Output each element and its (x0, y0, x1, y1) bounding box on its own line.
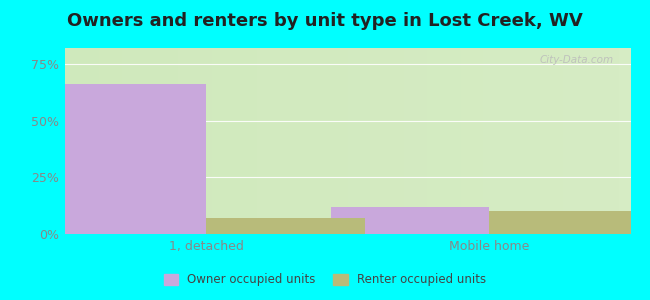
Bar (450, 48, 461, 234)
Bar (246, 48, 257, 234)
Bar (302, 48, 314, 234)
Bar (506, 48, 517, 234)
Bar (489, 211, 647, 234)
Bar (178, 48, 189, 234)
Bar (65, 48, 76, 234)
Bar (382, 48, 393, 234)
Bar (337, 48, 348, 234)
Text: City-Data.com: City-Data.com (540, 56, 614, 65)
Bar (540, 48, 551, 234)
Bar (144, 48, 155, 234)
Bar (314, 48, 325, 234)
Bar (212, 48, 224, 234)
Bar (608, 48, 619, 234)
Bar (585, 48, 597, 234)
Bar (427, 48, 438, 234)
Bar (291, 48, 302, 234)
Bar (574, 48, 585, 234)
Bar (438, 48, 450, 234)
Bar (48, 84, 207, 234)
Bar (495, 48, 506, 234)
Bar (461, 48, 472, 234)
Bar (207, 218, 365, 234)
Bar (563, 48, 574, 234)
Bar (404, 48, 415, 234)
Bar (133, 48, 144, 234)
Bar (257, 48, 268, 234)
Bar (76, 48, 88, 234)
Bar (619, 48, 630, 234)
Bar (280, 48, 291, 234)
Bar (359, 48, 370, 234)
Bar (155, 48, 167, 234)
Bar (472, 48, 484, 234)
Bar (348, 48, 359, 234)
Bar (393, 48, 404, 234)
Bar (111, 48, 122, 234)
Legend: Owner occupied units, Renter occupied units: Owner occupied units, Renter occupied un… (159, 269, 491, 291)
Bar (189, 48, 201, 234)
Bar (370, 48, 382, 234)
Bar (331, 207, 489, 234)
Bar (167, 48, 178, 234)
Bar (517, 48, 528, 234)
Bar (99, 48, 110, 234)
Bar (484, 48, 495, 234)
Bar (551, 48, 563, 234)
Bar (268, 48, 280, 234)
Bar (201, 48, 212, 234)
Bar (122, 48, 133, 234)
Bar (88, 48, 99, 234)
Bar (528, 48, 540, 234)
Bar (235, 48, 246, 234)
Bar (597, 48, 608, 234)
Bar (224, 48, 235, 234)
Bar (415, 48, 427, 234)
Text: Owners and renters by unit type in Lost Creek, WV: Owners and renters by unit type in Lost … (67, 12, 583, 30)
Bar (325, 48, 337, 234)
